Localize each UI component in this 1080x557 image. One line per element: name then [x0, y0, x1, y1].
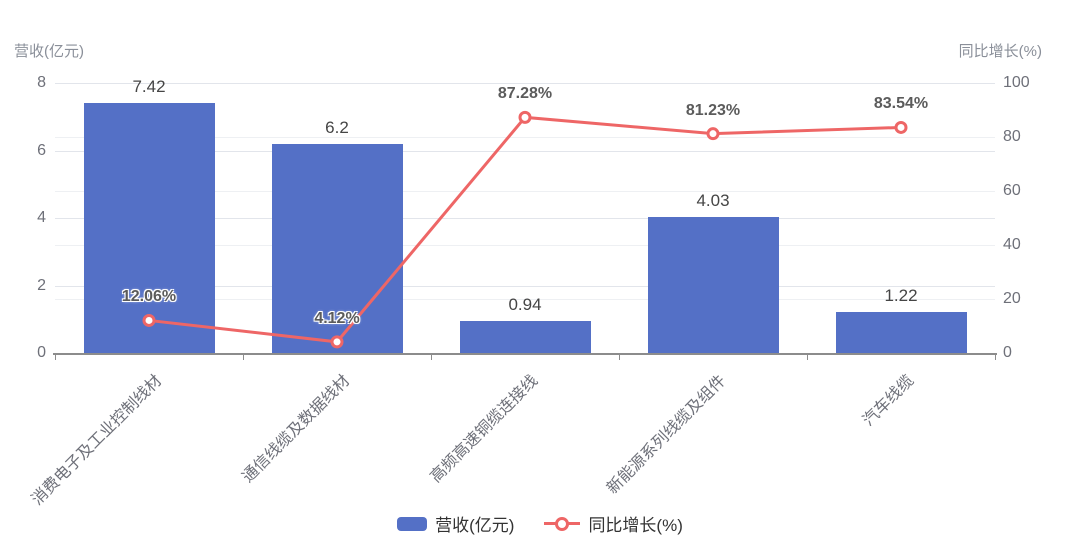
legend-label-revenue: 营收(亿元) — [435, 516, 515, 535]
right-axis-tick-label: 80 — [1003, 128, 1021, 145]
right-axis-tick-label: 40 — [1003, 236, 1021, 253]
x-axis-tick — [995, 355, 996, 360]
growth-value-label: 12.06% — [121, 288, 177, 306]
category-label-汽车线缆: 汽车线缆 — [859, 372, 918, 430]
right-axis-tick-label: 20 — [1003, 290, 1021, 307]
growth-point-marker[interactable] — [894, 120, 908, 134]
legend: 营收(亿元) 同比增长(%) — [0, 511, 1080, 536]
bar-value-label: 6.2 — [325, 117, 349, 137]
bar-value-label: 7.42 — [132, 76, 166, 96]
category-label-消费电子及工业控制线材: 消费电子及工业控制线材 — [28, 372, 166, 509]
left-axis-tick-label: 2 — [37, 276, 46, 294]
left-axis-tick-label: 6 — [37, 141, 46, 159]
left-axis-tick-label: 4 — [37, 209, 46, 226]
x-axis-tick — [619, 355, 620, 360]
left-axis-title: 营收(亿元) — [14, 43, 84, 60]
bar-value-label: 1.22 — [884, 285, 918, 305]
growth-value-label: 81.23% — [685, 101, 741, 119]
growth-value-label: 87.28% — [497, 85, 553, 103]
gridline-left-8 — [55, 83, 995, 84]
growth-value-label: 83.54% — [873, 95, 929, 113]
legend-item-growth[interactable]: 同比增长(%) — [544, 511, 683, 536]
right-axis-tick-label: 100 — [1003, 74, 1030, 91]
left-axis-tick-label: 8 — [37, 74, 46, 91]
bar-value-label: 0.94 — [508, 295, 542, 315]
bar-新能源系列线缆及组件[interactable] — [647, 216, 779, 353]
x-axis-tick — [807, 355, 808, 360]
category-label-高频高速铜缆连接线: 高频高速铜缆连接线 — [427, 372, 542, 487]
legend-label-growth: 同比增长(%) — [588, 516, 683, 535]
x-axis-tick — [431, 355, 432, 360]
category-label-通信线缆及数据线材: 通信线缆及数据线材 — [239, 372, 354, 487]
right-axis-title: 同比增长(%) — [958, 43, 1042, 60]
bar-value-label: 4.03 — [696, 190, 730, 210]
growth-point-marker[interactable] — [518, 110, 532, 124]
right-axis-tick-label: 60 — [1003, 182, 1021, 199]
left-axis-tick-label: 0 — [37, 344, 46, 361]
growth-legend-marker-icon — [544, 516, 581, 531]
category-label-新能源系列线缆及组件: 新能源系列线缆及组件 — [604, 372, 730, 498]
x-axis-tick — [55, 355, 56, 360]
revenue-legend-swatch-icon — [397, 516, 428, 531]
growth-point-marker[interactable] — [706, 127, 720, 141]
legend-item-revenue[interactable]: 营收(亿元) — [397, 511, 514, 536]
x-axis-line — [53, 353, 997, 355]
right-axis-tick-label: 0 — [1003, 344, 1012, 361]
growth-point-marker[interactable] — [330, 335, 344, 349]
x-axis-tick — [243, 355, 244, 360]
growth-point-marker[interactable] — [142, 313, 156, 327]
growth-value-label: 4.12% — [314, 309, 360, 327]
bar-汽车线缆[interactable] — [835, 311, 967, 353]
bar-高频高速铜缆连接线[interactable] — [459, 321, 591, 353]
